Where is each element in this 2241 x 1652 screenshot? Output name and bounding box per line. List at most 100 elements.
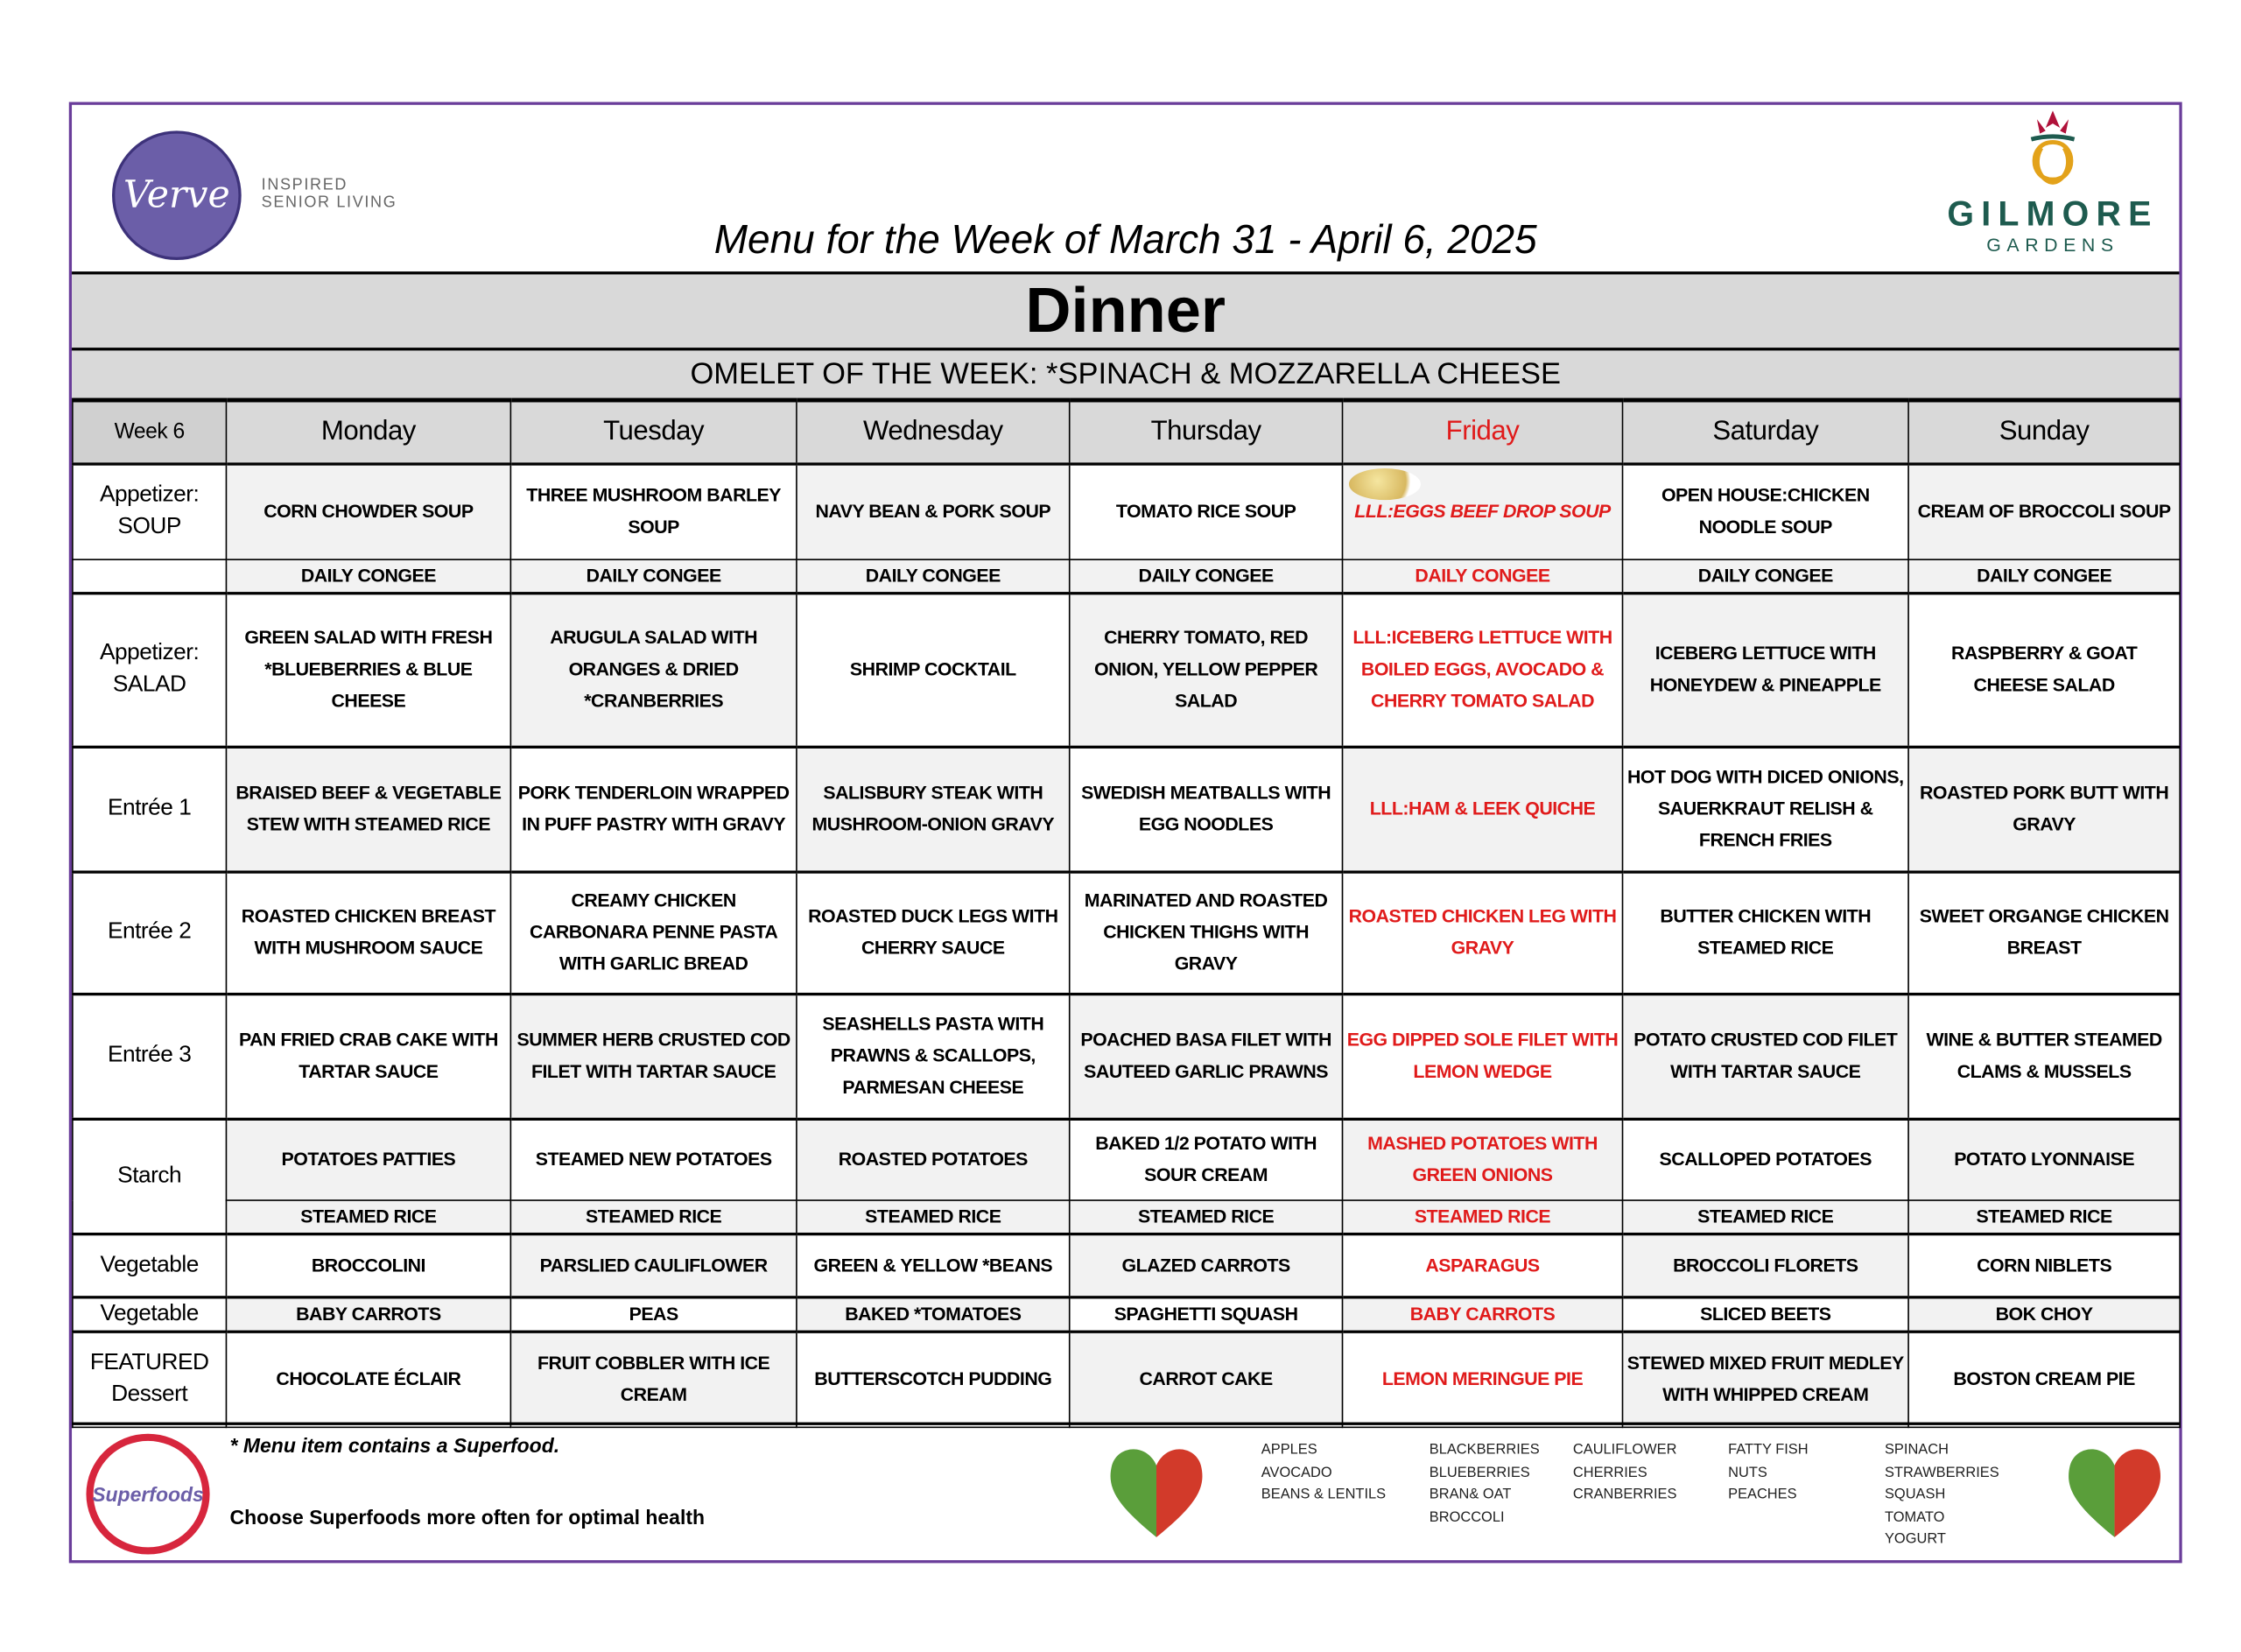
day-header-friday: Friday [1341, 397, 1624, 465]
menu-row: Appetizer: SALAD GREEN SALAD WITH FRESH *… [72, 591, 2181, 748]
superfood-item: FATTY FISH [1728, 1442, 1809, 1459]
row-label: FEATURED Dessert [72, 1330, 228, 1428]
menu-cell: DAILY CONGEE [796, 558, 1071, 594]
menu-cell: POTATO CRUSTED COD FILET WITH TARTAR SAU… [1621, 992, 1909, 1120]
superfood-item: BRAN& OAT [1429, 1487, 1512, 1503]
header: Verve INSPIRED SENIOR LIVING Menu for the… [72, 105, 2179, 271]
menu-cell: DAILY CONGEE [1068, 558, 1344, 594]
superfood-column: CAULIFLOWER CHERRIES CRANBERRIES [1573, 1439, 1677, 1506]
superfood-item: BROCCOLI [1429, 1508, 1505, 1525]
superfood-column: SPINACH STRAWBERRIES SQUASH TOMATO YOGURT [1885, 1439, 1999, 1550]
menu-cell: ROASTED PORK BUTT WITH GRAVY [1907, 744, 2181, 873]
menu-cell: BABY CARROTS [1341, 1296, 1624, 1333]
superfood-item: YOGURT [1884, 1531, 1946, 1548]
superfood-column: APPLES AVOCADO BEANS & LENTILS [1261, 1439, 1386, 1506]
menu-cell: SHRIMP COCKTAIL [796, 591, 1071, 748]
menu-cell: STEAMED RICE [1341, 1199, 1624, 1235]
vegetable-heart-icon [2069, 1449, 2161, 1537]
menu-cell: OPEN HOUSE:CHICKEN NOODLE SOUP [1621, 462, 1909, 560]
superfood-item: BLACKBERRIES [1429, 1442, 1540, 1459]
menu-cell: EGG DIPPED SOLE FILET WITH LEMON WEDGE [1341, 992, 1624, 1120]
superfood-item: CHERRIES [1572, 1464, 1647, 1481]
superfoods-logo: Superfoods [86, 1433, 210, 1555]
row-label [72, 558, 228, 594]
menu-cell: SEASHELLS PASTA WITH PRAWNS & SCALLOPS, … [796, 992, 1071, 1120]
menu-cell: DAILY CONGEE [225, 558, 512, 594]
menu-cell: POACHED BASA FILET WITH SAUTEED GARLIC P… [1068, 992, 1344, 1120]
menu-cell: RASPBERRY & GOAT CHEESE SALAD [1907, 591, 2181, 748]
menu-cell: ASPARAGUS [1341, 1232, 1624, 1298]
menu-cell: GREEN SALAD WITH FRESH *BLUEBERRIES & BL… [225, 591, 512, 748]
vegetable-heart-icon [1110, 1449, 1203, 1537]
row-label: Appetizer: SOUP [72, 462, 228, 560]
menu-cell: ARUGULA SALAD WITH ORANGES & DRIED *CRAN… [509, 591, 797, 748]
menu-cell: CHERRY TOMATO, RED ONION, YELLOW PEPPER … [1068, 591, 1344, 748]
menu-cell: TOMATO RICE SOUP [1068, 462, 1344, 560]
menu-cell: DAILY CONGEE [1341, 558, 1624, 594]
lotus-icon [1938, 108, 2168, 197]
menu-cell: MASHED POTATOES WITH GREEN ONIONS [1341, 1116, 1624, 1201]
menu-cell: STEAMED RICE [1068, 1199, 1344, 1235]
superfood-column: BLACKBERRIES BLUEBERRIES BRAN& OAT BROCCOLI [1430, 1439, 1540, 1529]
menu-cell: BAKED *TOMATOES [796, 1296, 1071, 1333]
menu-cell: SALISBURY STEAK WITH MUSHROOM-ONION GRAV… [796, 744, 1071, 873]
menu-cell: SCALLOPED POTATOES [1621, 1116, 1909, 1201]
menu-cell: ICEBERG LETTUCE WITH HONEYDEW & PINEAPPL… [1621, 591, 1909, 748]
menu-cell: NAVY BEAN & PORK SOUP [796, 462, 1071, 560]
menu-row: STEAMED RICE STEAMED RICE STEAMED RICE STEA… [73, 1199, 2181, 1235]
superfood-item: STRAWBERRIES [1884, 1464, 1999, 1481]
menu-table: Week 6 Monday Tuesday Wednesday Thursday Fri… [72, 397, 2181, 1428]
menu-cell: DAILY CONGEE [1621, 558, 1909, 594]
superfood-item: BEANS & LENTILS [1261, 1487, 1387, 1503]
menu-cell: POTATO LYONNAISE [1907, 1116, 2181, 1201]
menu-cell: STEWED MIXED FRUIT MEDLEY WITH WHIPPED C… [1621, 1330, 1909, 1428]
menu-row: Entrée 1 BRAISED BEEF & VEGETABLE STEW WI… [72, 744, 2181, 873]
day-header-saturday: Saturday [1621, 397, 1909, 465]
menu-cell: LLL:ICEBERG LETTUCE WITH BOILED EGGS, AV… [1341, 591, 1624, 748]
menu-cell: BUTTERSCOTCH PUDDING [796, 1330, 1071, 1428]
page-title: Menu for the Week of March 31 - April 6,… [713, 216, 1537, 262]
row-label: Vegetable [72, 1232, 228, 1298]
menu-cell: ROASTED POTATOES [796, 1116, 1071, 1201]
menu-cell: HOT DOG WITH DICED ONIONS, SAUERKRAUT RE… [1621, 744, 1909, 873]
menu-cell: BROCCOLI FLORETS [1621, 1232, 1909, 1298]
day-header-wednesday: Wednesday [796, 397, 1071, 465]
day-header-sunday: Sunday [1907, 397, 2181, 465]
superfood-item: BLUEBERRIES [1429, 1464, 1530, 1481]
menu-cell: DAILY CONGEE [1907, 558, 2181, 594]
superfood-item: SQUASH [1884, 1487, 1946, 1503]
gilmore-gardens-logo: GILMORE GARDENS [1938, 108, 2168, 256]
superfood-note: * Menu item contains a Superfood. [229, 1433, 560, 1457]
row-label: Vegetable [72, 1296, 228, 1333]
row-label: Starch [72, 1116, 228, 1235]
superfood-item: NUTS [1728, 1464, 1767, 1481]
superfood-item: TOMATO [1884, 1508, 1945, 1525]
menu-cell: CREAM OF BROCCOLI SOUP [1907, 462, 2181, 560]
menu-cell: BAKED 1/2 POTATO WITH SOUR CREAM [1068, 1116, 1344, 1201]
menu-cell: FRUIT COBBLER WITH ICE CREAM [509, 1330, 797, 1428]
menu-cell: ROASTED DUCK LEGS WITH CHERRY SAUCE [796, 869, 1071, 995]
meal-title: Dinner [72, 271, 2180, 348]
menu-cell: PARSLIED CAULIFLOWER [509, 1232, 797, 1298]
menu-cell: PAN FRIED CRAB CAKE WITH TARTAR SAUCE [225, 992, 512, 1120]
menu-cell: BABY CARROTS [225, 1296, 512, 1333]
menu-cell: STEAMED RICE [1907, 1199, 2181, 1235]
menu-cell: BUTTER CHICKEN WITH STEAMED RICE [1621, 869, 1909, 995]
menu-cell: ROASTED CHICKEN BREAST WITH MUSHROOM SAU… [225, 869, 512, 995]
menu-cell: PORK TENDERLOIN WRAPPED IN PUFF PASTRY W… [509, 744, 797, 873]
menu-row: FEATURED Dessert CHOCOLATE ÉCLAIR FRUIT CO… [72, 1330, 2181, 1428]
menu-cell: SWEET ORGANGE CHICKEN BREAST [1907, 869, 2181, 995]
menu-row: DAILY CONGEE DAILY CONGEE DAILY CONGEE DAIL… [72, 558, 2181, 594]
menu-cell: STEAMED RICE [225, 1199, 512, 1235]
menu-cell: GREEN & YELLOW *BEANS [796, 1232, 1071, 1298]
menu-cell: GLAZED CARROTS [1068, 1232, 1344, 1298]
menu-cell: BRAISED BEEF & VEGETABLE STEW WITH STEAM… [225, 744, 512, 873]
row-label: Entrée 3 [72, 992, 228, 1120]
menu-cell: LLL:EGGS BEEF DROP SOUP [1341, 462, 1624, 560]
row-label: Entrée 2 [72, 869, 228, 995]
menu-cell: WINE & BUTTER STEAMED CLAMS & MUSSELS [1907, 992, 2181, 1120]
menu-cell: BOK CHOY [1907, 1296, 2181, 1333]
menu-cell: SWEDISH MEATBALLS WITH EGG NOODLES [1068, 744, 1344, 873]
menu-cell: BROCCOLINI [225, 1232, 512, 1298]
menu-cell: LEMON MERINGUE PIE [1341, 1330, 1624, 1428]
